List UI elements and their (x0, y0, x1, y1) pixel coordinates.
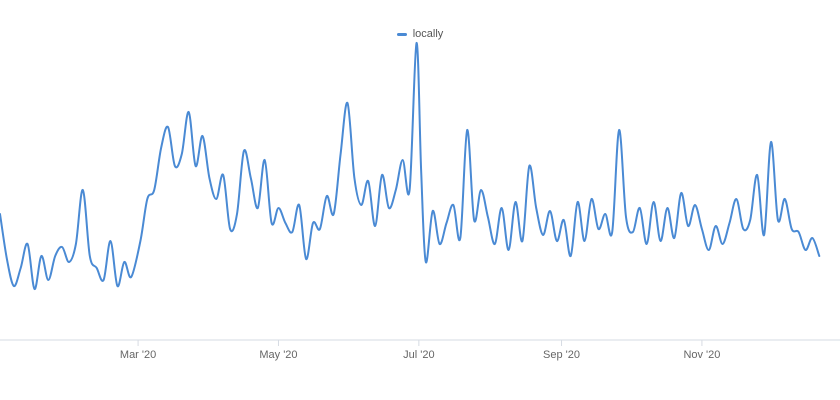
x-tick-label: May '20 (259, 349, 297, 361)
legend-label: locally (412, 28, 444, 40)
x-axis-ticks: Mar '20 May '20 Jul '20 Sep '20 Nov '20 (120, 340, 720, 361)
x-tick-label: Jul '20 (403, 349, 434, 361)
x-tick-label: Sep '20 (543, 349, 580, 361)
x-tick-label: Nov '20 (683, 349, 720, 361)
series-line-locally[interactable] (0, 41, 821, 291)
x-tick-label: Mar '20 (120, 349, 156, 361)
legend-swatch (396, 32, 407, 36)
chart-legend[interactable]: locally (0, 28, 840, 40)
